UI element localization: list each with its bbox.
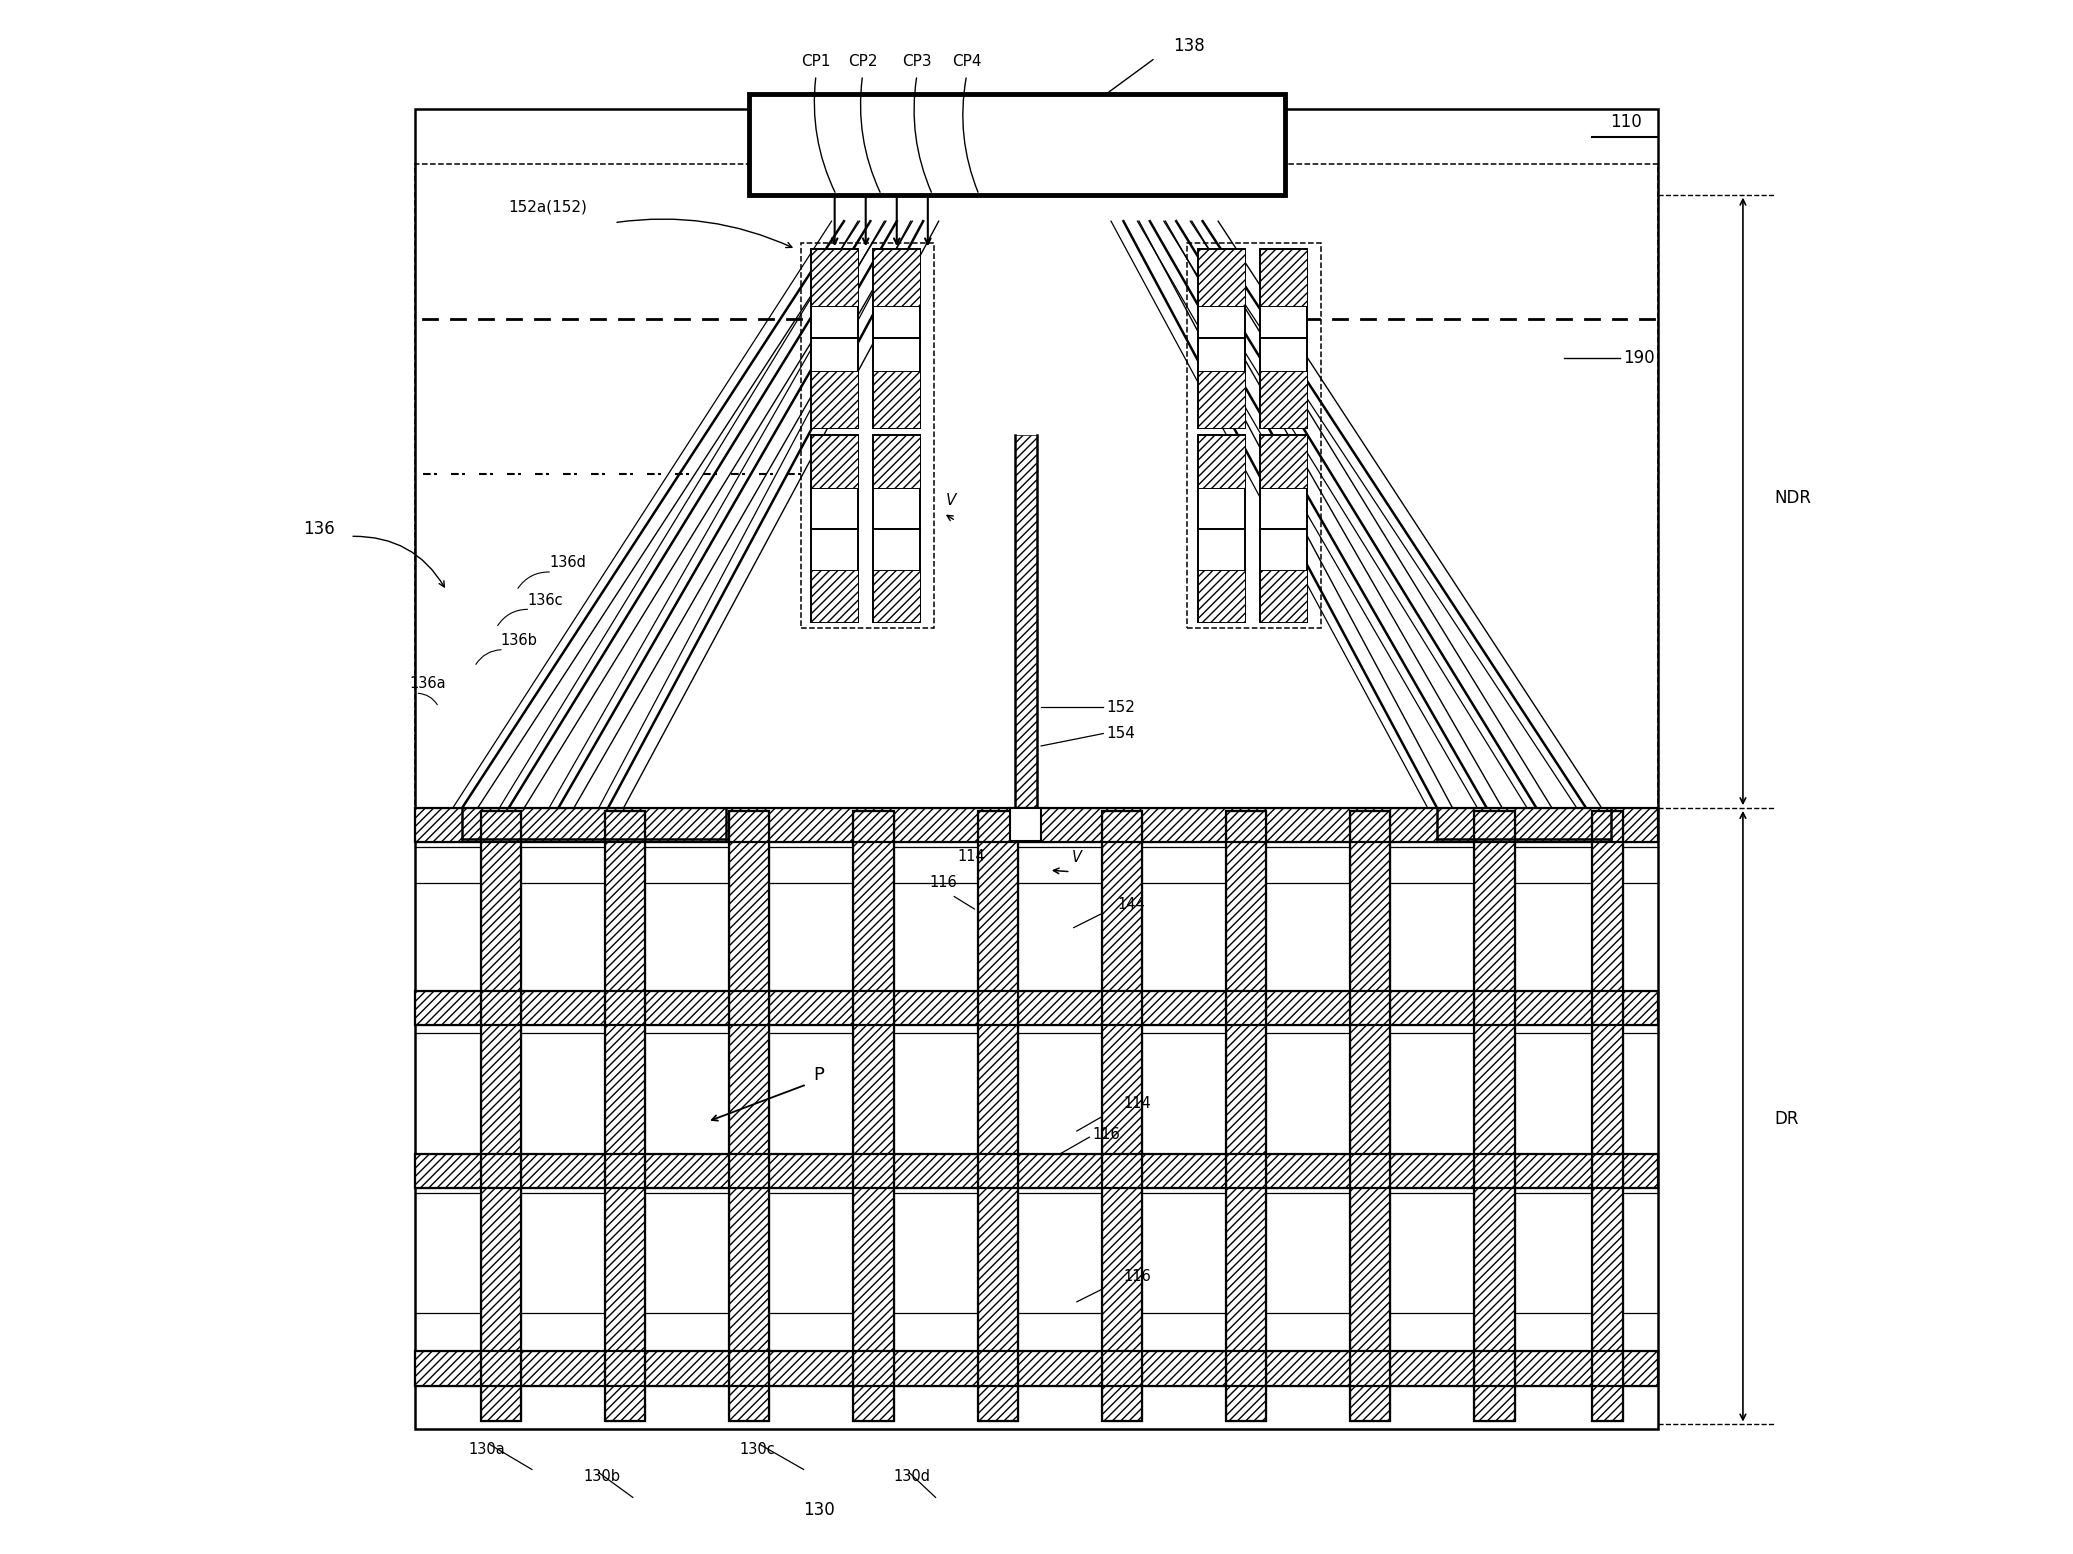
Bar <box>811 370 858 427</box>
Bar <box>415 991 1658 1026</box>
Bar <box>1260 435 1306 622</box>
Text: 152a(152): 152a(152) <box>508 200 587 214</box>
Bar <box>730 811 769 1422</box>
Bar <box>873 570 920 622</box>
Bar <box>873 370 920 427</box>
Bar <box>415 808 1658 842</box>
Text: DR: DR <box>1774 1110 1799 1128</box>
Bar <box>415 1352 1658 1386</box>
Text: 136: 136 <box>303 519 334 538</box>
Text: 130b: 130b <box>583 1470 620 1484</box>
Bar <box>415 991 1658 1026</box>
Bar <box>748 93 1285 194</box>
Bar <box>415 163 1658 808</box>
Bar <box>873 435 920 622</box>
Text: 144: 144 <box>1117 897 1144 912</box>
Bar <box>1198 370 1244 427</box>
Text: 110: 110 <box>1611 113 1642 131</box>
Bar <box>1350 811 1391 1422</box>
Text: CP1: CP1 <box>802 54 831 68</box>
Bar <box>1198 570 1244 622</box>
Bar <box>1592 811 1623 1422</box>
Text: 136b: 136b <box>502 632 537 648</box>
Bar <box>811 249 858 427</box>
Bar <box>800 242 935 628</box>
Bar <box>1260 370 1306 427</box>
Text: 138: 138 <box>1173 37 1204 54</box>
Bar <box>730 811 769 1422</box>
Text: V: V <box>945 494 956 508</box>
Bar <box>811 249 858 306</box>
Text: 190: 190 <box>1623 348 1654 367</box>
Bar <box>481 811 520 1422</box>
Text: V: V <box>1072 850 1082 866</box>
Bar <box>811 570 858 622</box>
Bar <box>811 435 858 622</box>
Bar <box>481 811 520 1422</box>
Text: 116: 116 <box>1124 1270 1151 1285</box>
Bar <box>978 811 1018 1422</box>
Text: 130c: 130c <box>740 1442 775 1456</box>
Bar <box>415 1352 1658 1386</box>
Bar <box>1260 570 1306 622</box>
Bar <box>1010 808 1041 841</box>
Bar <box>1260 249 1306 427</box>
Bar <box>1474 811 1515 1422</box>
Bar <box>1101 811 1142 1422</box>
Text: 152: 152 <box>1107 699 1136 715</box>
Text: 116: 116 <box>1092 1127 1119 1142</box>
Bar <box>605 811 645 1422</box>
Bar <box>1225 811 1267 1422</box>
Bar <box>1198 435 1244 488</box>
Bar <box>1474 811 1515 1422</box>
Bar <box>1198 249 1244 427</box>
Text: 154: 154 <box>1107 726 1136 741</box>
Bar <box>1198 435 1244 622</box>
Bar <box>1198 249 1244 306</box>
Bar <box>873 435 920 488</box>
Bar <box>811 435 858 488</box>
Text: CP3: CP3 <box>902 54 931 68</box>
Text: 114: 114 <box>958 848 985 864</box>
Bar <box>1350 811 1391 1422</box>
Text: 116: 116 <box>929 875 958 890</box>
Bar <box>1101 811 1142 1422</box>
Bar <box>1225 811 1267 1422</box>
Text: 136c: 136c <box>527 592 564 608</box>
Text: NDR: NDR <box>1774 488 1812 507</box>
Text: 130: 130 <box>802 1501 835 1518</box>
Bar <box>1188 242 1321 628</box>
Bar <box>978 811 1018 1422</box>
Bar <box>854 811 893 1422</box>
Bar <box>1260 435 1306 488</box>
Text: 136a: 136a <box>408 676 446 692</box>
Text: 130a: 130a <box>468 1442 506 1456</box>
Bar <box>873 249 920 306</box>
Bar <box>873 249 920 427</box>
Bar <box>1260 249 1306 306</box>
Bar <box>605 811 645 1422</box>
Bar <box>415 808 1658 842</box>
Text: CP2: CP2 <box>848 54 877 68</box>
Text: 114: 114 <box>1124 1096 1151 1111</box>
Text: P: P <box>815 1066 825 1085</box>
Bar <box>1592 811 1623 1422</box>
Bar <box>415 109 1658 1430</box>
Bar <box>415 1155 1658 1189</box>
Bar <box>1016 435 1036 808</box>
Text: 136d: 136d <box>549 555 587 570</box>
Text: CP4: CP4 <box>952 54 981 68</box>
Text: 130d: 130d <box>893 1470 931 1484</box>
Bar <box>854 811 893 1422</box>
Bar <box>415 1155 1658 1189</box>
